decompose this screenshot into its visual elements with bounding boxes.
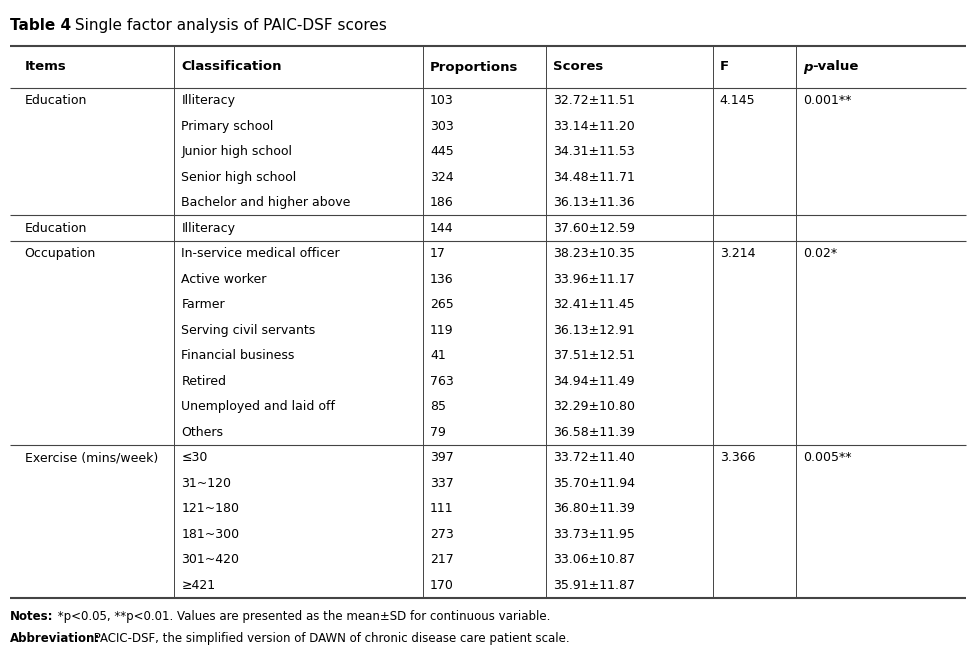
Text: 37.60±12.59: 37.60±12.59 [553,222,635,235]
Text: 37.51±12.51: 37.51±12.51 [553,349,635,362]
Text: 32.29±10.80: 32.29±10.80 [553,400,635,413]
Text: Primary school: Primary school [182,120,274,133]
Text: 41: 41 [430,349,446,362]
Text: 217: 217 [430,553,454,566]
Text: 445: 445 [430,145,454,159]
Text: 111: 111 [430,502,454,515]
Text: 31~120: 31~120 [182,477,231,490]
Text: 170: 170 [430,579,454,592]
Text: PACIC-DSF, the simplified version of DAWN of chronic disease care patient scale.: PACIC-DSF, the simplified version of DAW… [90,632,570,645]
Text: 33.06±10.87: 33.06±10.87 [553,553,635,566]
Text: 32.72±11.51: 32.72±11.51 [553,94,635,107]
Text: Items: Items [24,61,66,74]
Text: 103: 103 [430,94,454,107]
Text: *p<0.05, **p<0.01. Values are presented as the mean±SD for continuous variable.: *p<0.05, **p<0.01. Values are presented … [54,610,550,623]
Text: Financial business: Financial business [182,349,295,362]
Text: Education: Education [24,222,87,235]
Text: 186: 186 [430,196,454,209]
Text: p: p [803,61,812,74]
Text: Single factor analysis of PAIC-DSF scores: Single factor analysis of PAIC-DSF score… [70,18,386,33]
Text: 119: 119 [430,324,454,336]
Text: In-service medical officer: In-service medical officer [182,247,340,260]
Text: 121~180: 121~180 [182,502,239,515]
Text: Abbreviation:: Abbreviation: [10,632,101,645]
Text: 33.72±11.40: 33.72±11.40 [553,451,635,465]
Text: 397: 397 [430,451,454,465]
Text: 4.145: 4.145 [719,94,755,107]
Text: -value: -value [812,61,858,74]
Text: ≤30: ≤30 [182,451,208,465]
Text: Bachelor and higher above: Bachelor and higher above [182,196,350,209]
Text: Table 4: Table 4 [10,18,71,33]
Text: Retired: Retired [182,375,226,388]
Text: 34.48±11.71: 34.48±11.71 [553,171,635,184]
Text: 34.31±11.53: 34.31±11.53 [553,145,635,159]
Text: 3.214: 3.214 [719,247,755,260]
Text: 34.94±11.49: 34.94±11.49 [553,375,635,388]
Text: 0.02*: 0.02* [803,247,837,260]
Text: Illiteracy: Illiteracy [182,222,235,235]
Text: 36.58±11.39: 36.58±11.39 [553,426,635,439]
Text: Exercise (mins/week): Exercise (mins/week) [24,451,158,465]
Text: 38.23±10.35: 38.23±10.35 [553,247,635,260]
Text: ≥421: ≥421 [182,579,216,592]
Text: 33.96±11.17: 33.96±11.17 [553,273,635,286]
Text: Others: Others [182,426,224,439]
Text: 0.005**: 0.005** [803,451,851,465]
Text: 303: 303 [430,120,454,133]
Text: 85: 85 [430,400,446,413]
Text: 273: 273 [430,528,454,541]
Text: Education: Education [24,94,87,107]
Text: 32.41±11.45: 32.41±11.45 [553,298,635,311]
Text: Illiteracy: Illiteracy [182,94,235,107]
Text: Senior high school: Senior high school [182,171,297,184]
Text: 3.366: 3.366 [719,451,755,465]
Text: 265: 265 [430,298,454,311]
Text: 35.91±11.87: 35.91±11.87 [553,579,635,592]
Text: Proportions: Proportions [430,61,518,74]
Text: 17: 17 [430,247,446,260]
Text: Junior high school: Junior high school [182,145,293,159]
Text: Classification: Classification [182,61,282,74]
Text: F: F [719,61,729,74]
Text: 36.80±11.39: 36.80±11.39 [553,502,635,515]
Text: Notes:: Notes: [10,610,54,623]
Text: Unemployed and laid off: Unemployed and laid off [182,400,336,413]
Text: Active worker: Active worker [182,273,266,286]
Text: Serving civil servants: Serving civil servants [182,324,315,336]
Text: 35.70±11.94: 35.70±11.94 [553,477,635,490]
Text: 36.13±12.91: 36.13±12.91 [553,324,635,336]
Text: 324: 324 [430,171,454,184]
Text: 136: 136 [430,273,454,286]
Text: 181~300: 181~300 [182,528,239,541]
Text: 79: 79 [430,426,446,439]
Text: 33.73±11.95: 33.73±11.95 [553,528,635,541]
Text: Scores: Scores [553,61,603,74]
Text: Farmer: Farmer [182,298,225,311]
Text: 0.001**: 0.001** [803,94,851,107]
Text: 144: 144 [430,222,454,235]
Text: 36.13±11.36: 36.13±11.36 [553,196,635,209]
Text: 763: 763 [430,375,454,388]
Text: 301~420: 301~420 [182,553,239,566]
Text: 337: 337 [430,477,454,490]
Text: Occupation: Occupation [24,247,96,260]
Text: 33.14±11.20: 33.14±11.20 [553,120,635,133]
